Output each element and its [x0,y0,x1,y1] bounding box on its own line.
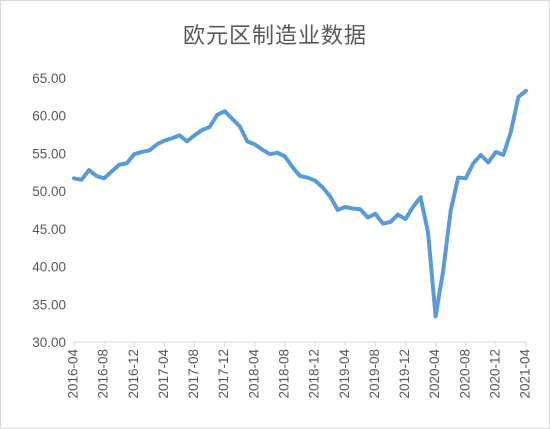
data-point [298,174,302,178]
x-tick-label: 2019-04 [337,349,352,399]
data-point [471,161,475,165]
data-point [494,150,498,154]
data-point [343,205,347,209]
x-tick-label: 2018-08 [276,349,291,399]
x-tick-label: 2016-08 [96,349,111,399]
data-point [366,216,370,220]
data-point [72,176,76,180]
y-tick-label: 45.00 [32,222,66,237]
data-point [509,130,513,134]
data-point [95,174,99,178]
data-point [373,212,377,216]
data-point [260,148,264,152]
data-point [125,161,129,165]
x-tick-label: 2018-04 [246,349,261,399]
data-point [358,207,362,211]
data-point [215,113,219,117]
y-tick-label: 65.00 [32,71,66,86]
data-point [290,165,294,169]
data-point [426,231,430,235]
x-tick-label: 2017-04 [156,349,171,399]
chart-title: 欧元区制造业数据 [182,24,367,49]
data-point [516,95,520,99]
data-point [253,142,257,146]
x-tick-label: 2020-12 [487,349,502,399]
x-axis [73,341,527,347]
data-point [223,109,227,113]
y-tick-label: 60.00 [32,109,66,124]
data-point [328,194,332,198]
data-point [388,220,392,224]
data-point [208,125,212,129]
data-point [147,148,151,152]
y-tick-label: 50.00 [32,184,66,199]
data-point [132,152,136,156]
data-point [162,139,166,143]
data-point [321,185,325,189]
x-tick-label: 2019-12 [397,349,412,399]
x-tick-label: 2017-12 [216,349,231,399]
data-point [501,153,505,157]
y-tick-label: 35.00 [32,297,66,312]
data-point [80,178,84,182]
data-point [456,176,460,180]
y-tick-label: 40.00 [32,260,66,275]
data-point [275,151,279,155]
data-point [200,128,204,132]
data-point [396,213,400,217]
x-tick-label: 2020-08 [457,349,472,399]
x-tick-label: 2017-08 [186,349,201,399]
data-point [102,176,106,180]
y-tick-label: 55.00 [32,146,66,161]
data-point [381,222,385,226]
x-tick-label: 2016-12 [126,349,141,399]
data-point [155,142,159,146]
data-point [464,176,468,180]
data-point [306,176,310,180]
y-axis-tick-labels: 30.00 35.00 40.00 45.00 50.00 55.00 60.00 65.00 [32,71,66,350]
data-point [313,179,317,183]
data-point [238,124,242,128]
data-point [110,170,114,174]
data-point [351,206,355,210]
x-tick-label: 2018-12 [307,349,322,399]
data-point [193,133,197,137]
x-axis-tick-labels: 2016-04 2016-08 2016-12 2017-04 2017-08 2017-… [66,349,533,399]
data-point [283,154,287,158]
data-point [434,314,438,318]
data-point [449,209,453,213]
data-point [403,217,407,221]
data-point [170,136,174,140]
x-tick-label: 2016-04 [66,349,81,399]
data-point [245,139,249,143]
x-tick-label: 2020-04 [427,349,442,399]
data-point [486,160,490,164]
data-point [140,150,144,154]
data-point [230,117,234,121]
data-point [411,205,415,209]
data-point [441,269,445,273]
data-point [185,139,189,143]
x-tick-label: 2019-08 [367,349,382,399]
data-point [87,168,91,172]
series-group [72,88,528,319]
series-line [72,88,528,319]
x-tick-label: 2021-04 [518,349,533,399]
data-point [336,208,340,212]
data-point [117,163,121,167]
y-tick-label: 30.00 [32,335,66,350]
data-point [524,89,528,93]
data-point [268,152,272,156]
data-point [479,153,483,157]
data-point [177,133,181,137]
data-point [419,195,423,199]
